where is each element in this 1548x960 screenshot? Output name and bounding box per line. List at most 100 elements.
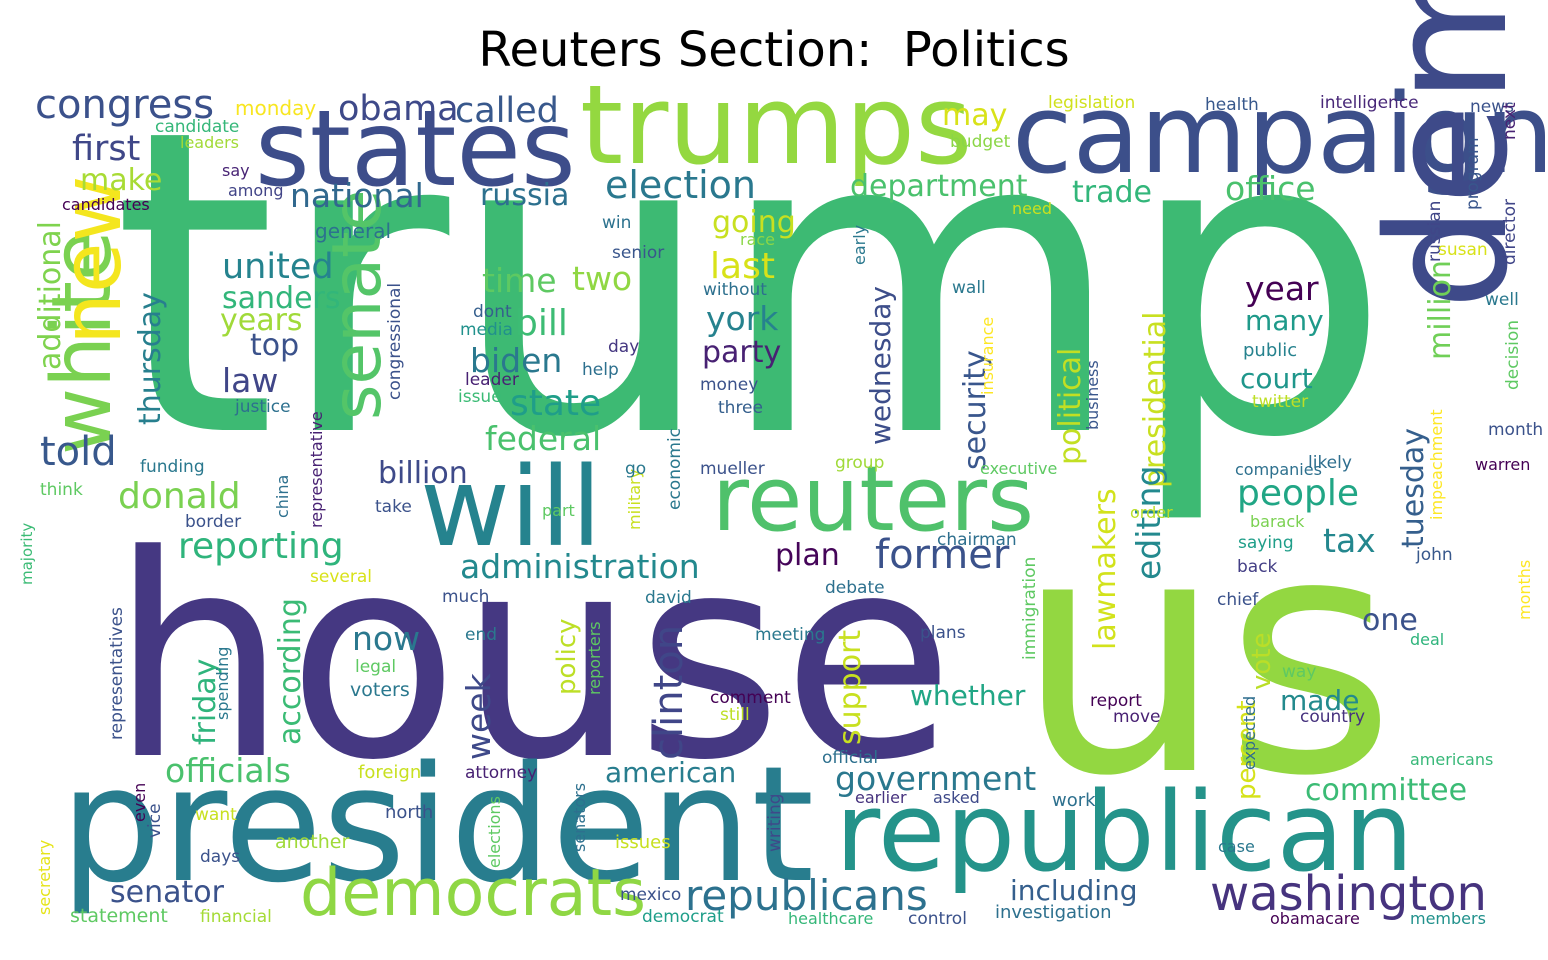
- word-healthcare: healthcare: [788, 909, 873, 928]
- word-chairman: chairman: [937, 530, 1017, 550]
- word-called: called: [455, 91, 559, 131]
- word-first: first: [72, 129, 140, 169]
- word-without: without: [703, 280, 767, 300]
- word-move: move: [1113, 707, 1160, 727]
- word-statement: statement: [70, 905, 168, 927]
- word-editing: editing: [1129, 466, 1168, 580]
- word-vote: vote: [1247, 633, 1277, 690]
- word-susan: susan: [1438, 240, 1488, 260]
- word-senators: senators: [570, 783, 589, 852]
- word-made: made: [1280, 684, 1359, 717]
- word-billion: billion: [378, 456, 468, 491]
- word-director: director: [1500, 199, 1520, 265]
- word-campaign: campaign: [1012, 70, 1548, 198]
- word-intelligence: intelligence: [1320, 93, 1419, 113]
- word-north: north: [385, 802, 433, 823]
- word-party: party: [702, 335, 781, 370]
- word-many: many: [1245, 304, 1324, 337]
- word-month: month: [1488, 420, 1543, 440]
- word-york: york: [706, 299, 779, 338]
- word-russian: russian: [1425, 201, 1445, 262]
- word-plan: plan: [775, 538, 840, 573]
- word-senior: senior: [612, 243, 664, 263]
- word-foreign: foreign: [358, 762, 421, 783]
- word-saying: saying: [1238, 533, 1294, 553]
- word-tax: tax: [1323, 521, 1376, 560]
- word-go: go: [625, 459, 646, 479]
- word-two: two: [572, 259, 632, 298]
- word-time: time: [482, 261, 557, 300]
- word-according: according: [273, 598, 308, 745]
- word-million: million: [1423, 260, 1458, 360]
- word-majority: majority: [18, 523, 36, 585]
- word-another: another: [275, 831, 349, 853]
- word-debate: debate: [825, 578, 885, 598]
- word-trade: trade: [1072, 175, 1152, 210]
- word-election: election: [605, 163, 756, 207]
- word-take: take: [375, 497, 412, 517]
- word-committee: committee: [1305, 773, 1467, 808]
- word-senator: senator: [110, 875, 225, 910]
- word-meeting: meeting: [755, 625, 825, 645]
- word-report: report: [1090, 691, 1142, 711]
- word-issues: issues: [615, 832, 671, 853]
- word-members: members: [1410, 909, 1486, 928]
- word-representatives: representatives: [107, 607, 127, 740]
- word-think: think: [40, 480, 83, 500]
- word-sanders: sanders: [222, 281, 341, 316]
- word-general: general: [315, 219, 391, 243]
- word-year: year: [1245, 269, 1319, 308]
- word-asked: asked: [933, 788, 980, 807]
- word-voters: voters: [350, 679, 410, 701]
- word-security: security: [958, 350, 993, 470]
- word-reporters: reporters: [585, 621, 604, 695]
- word-obama: obama: [338, 89, 459, 129]
- word-political: political: [1053, 348, 1088, 465]
- word-congress: congress: [35, 82, 214, 128]
- word-insurance: insurance: [978, 317, 997, 395]
- word-part: part: [542, 501, 575, 520]
- word-plans: plans: [920, 623, 966, 643]
- word-top: top: [250, 328, 299, 363]
- word-leader: leader: [465, 370, 519, 390]
- word-policy: policy: [552, 618, 582, 695]
- word-still: still: [720, 705, 750, 725]
- word-days: days: [200, 847, 240, 867]
- word-federal: federal: [485, 419, 601, 458]
- word-monday: monday: [235, 96, 316, 120]
- word-thursday: thursday: [133, 292, 168, 425]
- word-media: media: [460, 320, 513, 340]
- word-support: support: [833, 630, 868, 745]
- word-health: health: [1205, 95, 1259, 115]
- word-way: way: [1282, 662, 1316, 682]
- word-now: now: [352, 619, 420, 658]
- word-going: going: [712, 205, 796, 240]
- word-representative: representative: [307, 411, 326, 528]
- word-chief: chief: [1217, 590, 1259, 610]
- word-office: office: [1225, 169, 1316, 208]
- word-new: new: [45, 176, 140, 346]
- word-business: business: [1083, 360, 1102, 430]
- word-investigation: investigation: [995, 902, 1112, 923]
- word-one: one: [1362, 603, 1418, 638]
- word-republicans: republicans: [685, 871, 928, 920]
- word-issue: issue: [458, 387, 502, 407]
- word-next: next: [1500, 102, 1520, 140]
- word-wall: wall: [952, 278, 986, 298]
- word-national: national: [290, 176, 424, 215]
- word-law: law: [222, 361, 278, 400]
- word-washington: washington: [1210, 866, 1487, 922]
- word-among: among: [228, 181, 283, 200]
- word-budget: budget: [950, 132, 1011, 152]
- word-attorney: attorney: [465, 763, 537, 783]
- word-candidate: candidate: [155, 117, 239, 137]
- word-work: work: [1052, 790, 1096, 811]
- word-executive: executive: [980, 459, 1057, 478]
- word-senate: senate: [318, 189, 397, 420]
- word-congressional: congressional: [385, 283, 405, 400]
- word-administration: administration: [460, 547, 700, 586]
- word-day: day: [608, 337, 639, 357]
- word-make: make: [80, 163, 162, 198]
- word-including: including: [1010, 874, 1138, 907]
- word-wednesday: wednesday: [864, 286, 897, 445]
